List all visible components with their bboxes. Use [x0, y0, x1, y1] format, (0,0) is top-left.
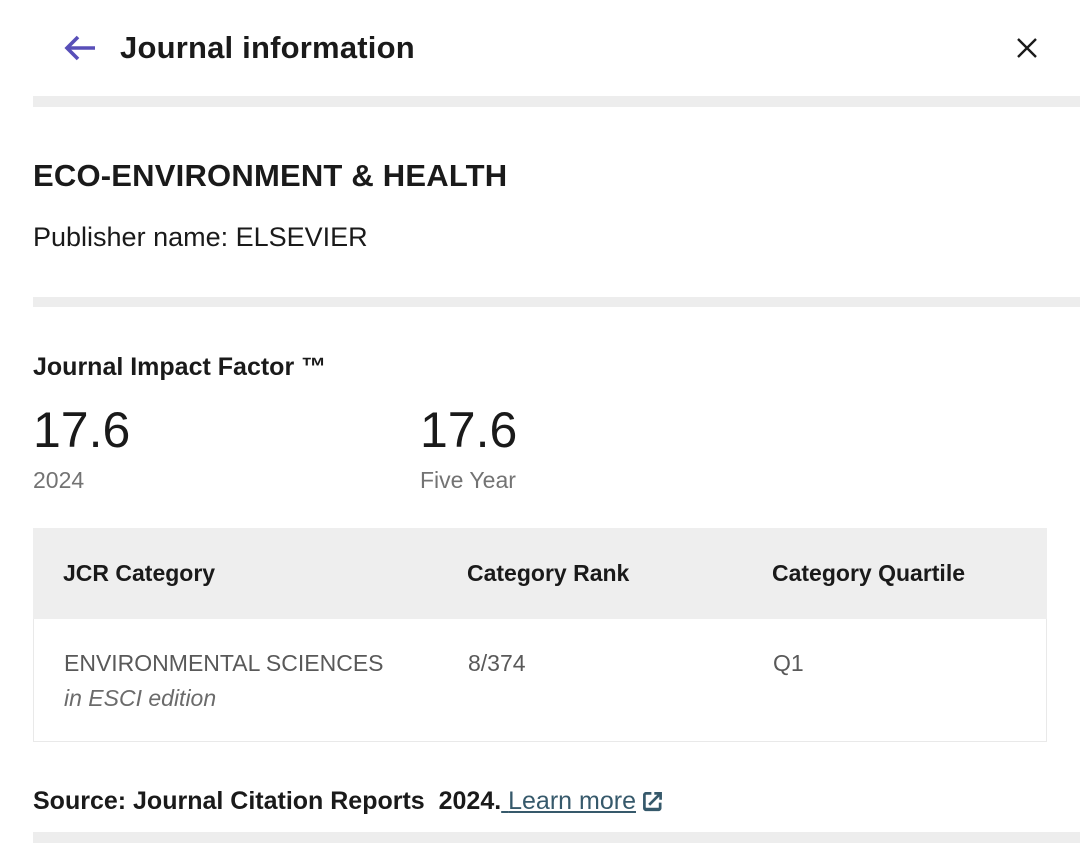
page-title: Journal information — [120, 30, 415, 65]
category-name: ENVIRONMENTAL SCIENCES — [64, 650, 384, 676]
close-icon — [1014, 35, 1040, 61]
header-divider — [33, 96, 1080, 107]
impact-factor-five-year-label: Five Year — [420, 467, 516, 493]
external-link-icon[interactable] — [639, 788, 666, 815]
impact-factor-year-label: 2024 — [33, 467, 85, 493]
learn-more-link[interactable]: Learn more — [501, 787, 636, 815]
column-header-category-rank: Category Rank — [467, 560, 630, 586]
column-header-category-quartile: Category Quartile — [772, 560, 965, 586]
category-table-header: JCR Category Category Rank Category Quar… — [33, 528, 1047, 619]
section-divider — [33, 297, 1080, 307]
panel-header: Journal information — [0, 0, 1080, 96]
impact-factor-five-year: 17.6 Five Year — [420, 403, 517, 493]
source-text: Source: Journal Citation Reports 2024. — [33, 787, 502, 815]
category-rank-cell: 8/374 — [468, 650, 526, 676]
category-table-body: ENVIRONMENTAL SCIENCES in ESCI edition 8… — [33, 619, 1047, 742]
category-table: JCR Category Category Rank Category Quar… — [33, 528, 1047, 742]
category-edition: in ESCI edition — [64, 685, 217, 711]
source-line: Source: Journal Citation Reports 2024. L… — [33, 786, 1047, 816]
table-row: ENVIRONMENTAL SCIENCES in ESCI edition 8… — [34, 619, 1046, 741]
journal-name: ECO-ENVIRONMENT & HEALTH — [33, 158, 508, 193]
impact-factor-value: 17.6 — [33, 402, 131, 458]
impact-factor-title: Journal Impact Factor ™ — [33, 353, 327, 381]
column-header-jcr-category: JCR Category — [63, 560, 216, 586]
impact-factor-section: Journal Impact Factor ™ 17.6 2024 17.6 F… — [0, 307, 1080, 493]
bottom-divider — [33, 832, 1080, 843]
jcr-category-cell: ENVIRONMENTAL SCIENCES in ESCI edition — [34, 650, 438, 711]
impact-factor-value: 17.6 — [420, 402, 518, 458]
close-button[interactable] — [1012, 33, 1042, 63]
impact-factor-2024: 17.6 2024 — [33, 403, 420, 493]
journal-info-section: ECO-ENVIRONMENT & HEALTH Publisher name:… — [0, 107, 1080, 253]
category-quartile-cell: Q1 — [773, 650, 804, 676]
impact-factor-metrics: 17.6 2024 17.6 Five Year — [33, 403, 1047, 493]
arrow-left-icon — [62, 33, 98, 63]
publisher-name: Publisher name: ELSEVIER — [33, 222, 368, 252]
back-button[interactable] — [62, 33, 98, 63]
